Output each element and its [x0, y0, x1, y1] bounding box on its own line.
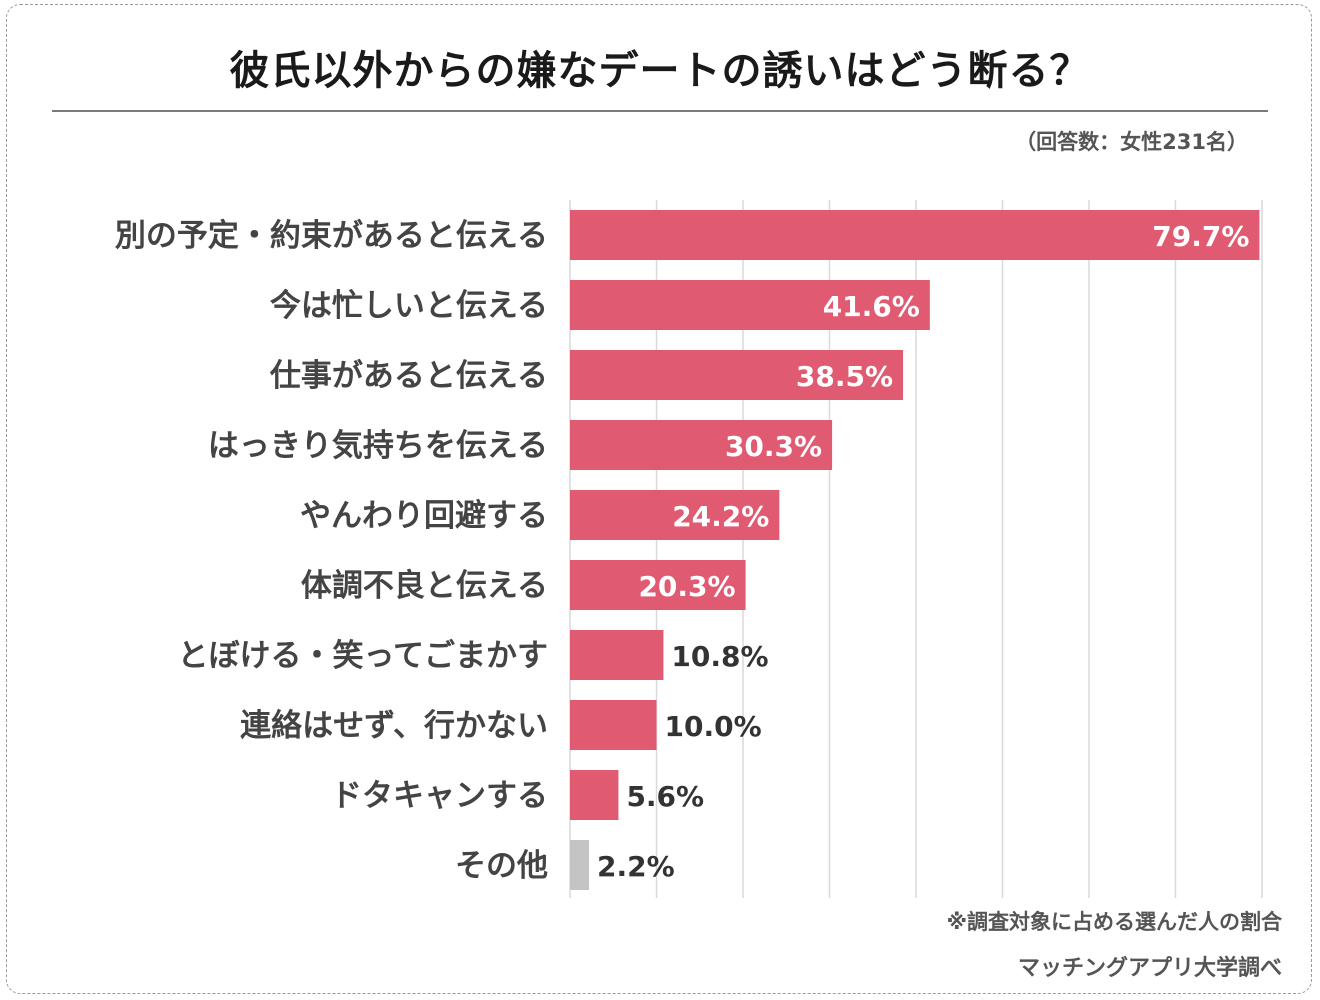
- value-label: 20.3%: [638, 570, 735, 603]
- category-label: 仕事があると伝える: [270, 358, 548, 394]
- chart-frame: [6, 4, 1312, 994]
- bar: [570, 350, 904, 400]
- category-label: 連絡はせず、行かない: [240, 708, 548, 744]
- value-label: 38.5%: [796, 360, 893, 393]
- category-label: 別の予定・約束があると伝える: [115, 218, 548, 254]
- value-label: 79.7%: [1152, 220, 1249, 253]
- respondent-count: （回答数：女性231名）: [1015, 130, 1248, 154]
- bar: [570, 490, 780, 540]
- bar: [570, 560, 746, 610]
- bar: [570, 210, 1260, 260]
- category-label: やんわり回避する: [300, 498, 548, 534]
- category-label: 今は忙しいと伝える: [270, 288, 548, 324]
- category-labels: 別の予定・約束があると伝える今は忙しいと伝える仕事があると伝えるはっきり気持ちを…: [115, 218, 548, 884]
- value-label: 10.8%: [671, 640, 768, 673]
- footnote: ※調査対象に占める選んだ人の割合: [946, 910, 1282, 934]
- value-label: 24.2%: [672, 500, 769, 533]
- bar: [570, 420, 833, 470]
- value-label: 30.3%: [725, 430, 822, 463]
- category-label: とぼける・笑ってごまかす: [178, 638, 548, 674]
- category-label: はっきり気持ちを伝える: [208, 428, 548, 464]
- bar: [570, 770, 619, 820]
- category-label: 体調不良と伝える: [301, 568, 548, 604]
- value-label: 41.6%: [823, 290, 920, 323]
- value-label: 10.0%: [665, 710, 762, 743]
- bar: [570, 630, 664, 680]
- value-labels: 79.7% 41.6% 38.5% 30.3% 24.2% 20.3% 10.8% 10.0%…: [597, 220, 1249, 883]
- bar: [570, 280, 930, 330]
- bars: [570, 210, 1260, 890]
- value-label: 2.2%: [597, 850, 675, 883]
- bar: [570, 840, 590, 890]
- category-label: ドタキャンする: [331, 778, 548, 814]
- bar: [570, 700, 657, 750]
- value-label: 5.6%: [626, 780, 704, 813]
- chart-title: 彼氏以外からの嫌なデートの誘いはどう断る？: [229, 48, 1091, 94]
- source-credit: マッチングアプリ大学調べ: [1017, 956, 1282, 981]
- category-label: その他: [455, 848, 548, 884]
- title-divider: [52, 110, 1268, 112]
